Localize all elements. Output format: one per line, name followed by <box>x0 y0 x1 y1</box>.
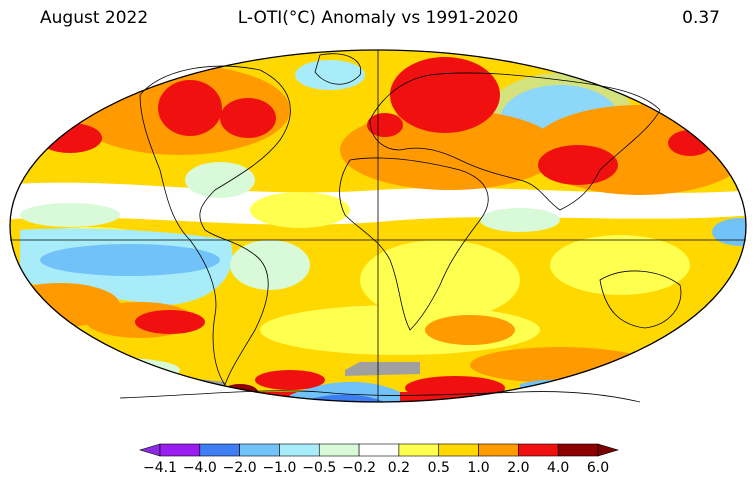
anomaly-region-yellow-indian <box>550 235 690 295</box>
colorbar-tick-label: −4.0 <box>183 460 217 476</box>
colorbar-swatch <box>318 443 360 457</box>
anomaly-region-red-china <box>538 145 618 185</box>
colorbar-swatch <box>478 443 519 457</box>
anomaly-region-mint-south-america <box>230 240 310 290</box>
colorbar-tick-label: 4.0 <box>547 460 569 476</box>
anomaly-region-red-east-antarctic <box>405 376 505 400</box>
colorbar-swatch <box>518 443 559 457</box>
colorbar-swatch <box>159 443 201 457</box>
anomaly-region-cool-greenland <box>295 60 365 90</box>
australia-outline <box>599 270 682 329</box>
colorbar-tick-label: 0.2 <box>388 460 410 476</box>
colorbar-tick-label: −4.1 <box>143 460 177 476</box>
colorbar-tick-label: −2.0 <box>223 460 257 476</box>
colorbar-swatch <box>438 443 479 457</box>
anomaly-region-red-europe <box>390 57 500 133</box>
anomaly-region-red-south-pacific <box>135 310 205 334</box>
colorbar-tick-label: 2.0 <box>507 460 529 476</box>
anomaly-region-blue-east-pacific <box>40 244 220 276</box>
colorbar-swatch <box>279 443 320 457</box>
colorbar-over-arrow <box>597 443 620 457</box>
africa-outline <box>339 157 489 331</box>
globe-border <box>9 49 747 403</box>
anomaly-region-red-canada <box>158 80 222 136</box>
americas-outline <box>139 65 291 386</box>
colorbar-tick-label: 0.5 <box>428 460 450 476</box>
anomaly-region-mint-north-pacific <box>20 203 120 227</box>
colorbar-swatch <box>358 443 400 457</box>
colorbar-tick-label: 1.0 <box>467 460 489 476</box>
antarctica-outline <box>119 390 641 403</box>
land-outlines <box>119 53 682 403</box>
colorbar-under-arrow <box>138 443 161 457</box>
anomaly-region-blue-west-pacific <box>712 218 746 246</box>
anomaly-region-red-western-europe <box>367 113 403 137</box>
map-date-label: August 2022 <box>40 8 149 28</box>
colorbar-swatch <box>199 443 240 457</box>
eurasia-outline <box>369 72 661 211</box>
greenland-outline <box>314 53 362 85</box>
anomaly-region-orange-south-africa <box>425 315 515 345</box>
colorbar-tick-label: −0.5 <box>302 460 336 476</box>
anomaly-region-red-west-antarctic <box>255 370 325 390</box>
colorbar-swatch <box>239 443 280 457</box>
colorbar-tick-label: −0.2 <box>342 460 376 476</box>
anomaly-region-red-canada-east <box>220 98 276 138</box>
anomaly-region-mint-north-america <box>185 162 255 198</box>
anomaly-region-mint-indian <box>480 208 560 232</box>
global-mean-value: 0.37 <box>682 8 720 28</box>
colorbar-labels: −4.1 −4.0 −2.0 −1.0 −0.5 −0.2 0.2 0.5 1.0 2.0 4.0 6… <box>143 460 609 476</box>
colorbar-tick-label: −1.0 <box>262 460 296 476</box>
anomaly-region-yellow-atlantic <box>250 192 350 228</box>
colorbar-tick-label: 6.0 <box>587 460 609 476</box>
missing-data-region-east <box>345 362 420 376</box>
map-title: L-OTI(°C) Anomaly vs 1991-2020 <box>237 8 519 28</box>
anomaly-region-yellow-africa <box>360 240 520 320</box>
colorbar-swatch <box>557 443 599 457</box>
colorbar-swatches <box>138 443 620 457</box>
colorbar-swatch <box>398 443 440 457</box>
